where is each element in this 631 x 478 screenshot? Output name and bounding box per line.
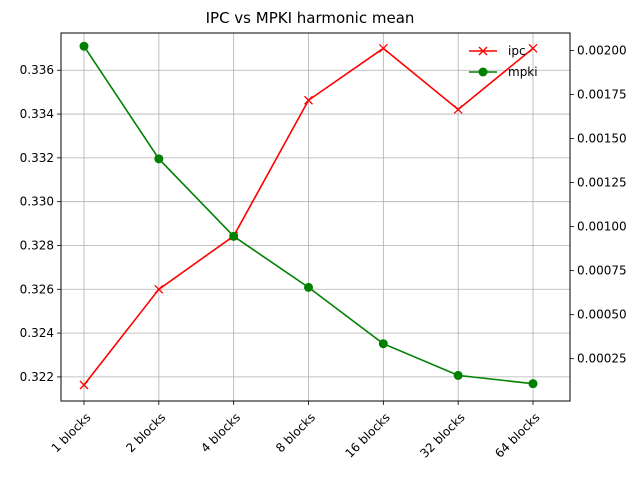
y-right-tick-label: 0.00100 — [577, 220, 627, 234]
legend-label-mpki: mpki — [508, 65, 538, 79]
data-point-ipc — [304, 95, 313, 105]
data-point-mpki — [453, 370, 463, 380]
y-left-tick-label: 0.322 — [20, 370, 54, 384]
grid-lines — [61, 33, 570, 401]
y-right-tick-label: 0.00050 — [577, 308, 627, 322]
y-left-tick-label: 0.332 — [20, 151, 54, 165]
y-right-tick-label: 0.00025 — [577, 352, 627, 366]
data-point-mpki — [304, 282, 313, 292]
legend-marker-ipc-stroke — [478, 46, 488, 56]
data-point-ipc — [79, 380, 89, 390]
y-right-tick-label: 0.00150 — [577, 132, 627, 146]
data-point-ipc — [528, 43, 538, 53]
data-point-ipc-stroke — [528, 43, 538, 53]
legend-marker-ipc — [478, 46, 488, 56]
data-point-ipc-stroke — [154, 284, 164, 294]
data-point-mpki — [528, 379, 538, 389]
y-left-tick-label: 0.324 — [20, 326, 54, 340]
legend-marker-mpki — [478, 67, 488, 77]
data-point-mpki — [154, 154, 164, 164]
y-left-tick-label: 0.330 — [20, 195, 54, 209]
chart-title: IPC vs MPKI harmonic mean — [206, 9, 415, 27]
y-right-tick-label: 0.00200 — [577, 44, 627, 58]
plot-frame — [60, 32, 571, 402]
y-left-tick-label: 0.328 — [20, 238, 54, 252]
legend: ipc mpki — [469, 44, 538, 79]
data-point-ipc-stroke — [453, 104, 463, 114]
data-point-ipc — [453, 104, 463, 114]
data-point-ipc — [154, 284, 164, 294]
y-left-tick-label: 0.326 — [20, 282, 54, 296]
data-point-ipc-stroke — [304, 95, 313, 105]
data-point-mpki — [229, 231, 239, 241]
legend-label-ipc: ipc — [508, 44, 526, 58]
y-left-tick-label: 0.334 — [20, 107, 54, 121]
y-right-tick-label: 0.00125 — [577, 176, 627, 190]
data-point-mpki — [79, 41, 89, 51]
data-point-mpki — [378, 339, 388, 349]
data-point-ipc — [378, 43, 388, 53]
y-right-tick-label: 0.00075 — [577, 264, 627, 278]
y-right-tick-label: 0.00175 — [577, 88, 627, 102]
data-point-ipc-stroke — [79, 380, 89, 390]
series-layer — [79, 41, 538, 390]
y-left-tick-label: 0.336 — [20, 63, 54, 77]
data-point-ipc-stroke — [378, 43, 388, 53]
